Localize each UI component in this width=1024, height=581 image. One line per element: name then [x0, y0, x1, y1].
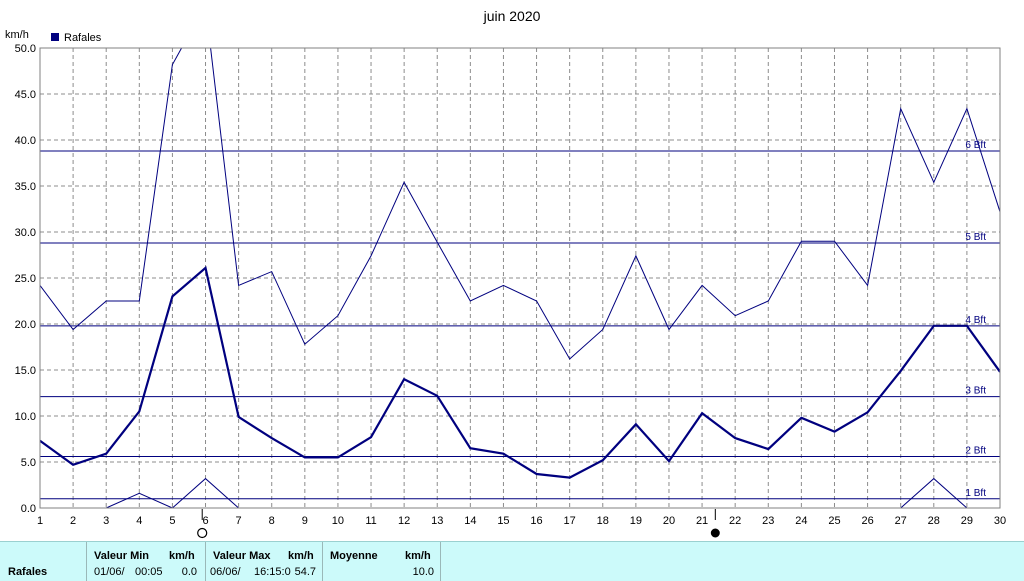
- x-tick-label: 9: [302, 515, 308, 527]
- y-tick-label: 15.0: [15, 365, 36, 377]
- stats-min-time: 00:05: [135, 566, 163, 578]
- y-tick-label: 40.0: [15, 135, 36, 147]
- y-tick-label: 10.0: [15, 411, 36, 423]
- x-tick-label: 14: [464, 515, 476, 527]
- y-axis-label: km/h: [5, 29, 29, 41]
- stats-min-cell: Valeur Min km/h 01/06/ 00:05 0.0: [87, 542, 206, 581]
- x-tick-label: 20: [663, 515, 675, 527]
- x-tick-label: 21: [696, 515, 708, 527]
- beaufort-label: 4 Bft: [965, 315, 986, 326]
- chart: 0.0 5.0 10.0 15.0 20.0 25.0 30.0 35.0 40.0 45.0 50…: [5, 8, 1006, 539]
- y-tick-label: 30.0: [15, 227, 36, 239]
- x-tick-label: 26: [861, 515, 873, 527]
- y-tick-label: 0.0: [21, 503, 36, 515]
- stats-max-cell: Valeur Max km/h 06/06/ 16:15:0 54.7: [206, 542, 323, 581]
- plot-border: [39, 47, 1001, 509]
- x-tick-label: 28: [928, 515, 940, 527]
- stats-min-unit: km/h: [169, 550, 195, 562]
- y-tick-label: 50.0: [15, 43, 36, 55]
- x-tick-label: 18: [597, 515, 609, 527]
- x-tick-label: 24: [795, 515, 807, 527]
- stats-max-time: 16:15:0: [254, 566, 291, 578]
- stats-row-label-cell: Rafales: [0, 542, 87, 581]
- stats-avg-unit: km/h: [405, 550, 431, 562]
- beaufort-label: 5 Bft: [965, 232, 986, 243]
- series-group: [40, 48, 1000, 508]
- beaufort-label: 1 Bft: [965, 488, 986, 499]
- x-tick-label: 27: [895, 515, 907, 527]
- legend-label: Rafales: [64, 32, 102, 44]
- series-line-thin: [40, 48, 1000, 360]
- full-moon-icon: [197, 527, 208, 539]
- x-tick-label: 17: [564, 515, 576, 527]
- x-tick-label: 8: [269, 515, 275, 527]
- x-tick-label: 22: [729, 515, 741, 527]
- x-tick-label: 6: [202, 515, 208, 527]
- x-tick-label: 30: [994, 515, 1006, 527]
- stats-min-date: 01/06/: [94, 566, 125, 578]
- stats-max-value: 54.7: [294, 566, 316, 578]
- x-tick-label: 4: [136, 515, 142, 527]
- x-tick-label: 12: [398, 515, 410, 527]
- new-moon-icon: [710, 528, 720, 538]
- stats-max-date: 06/06/: [210, 566, 241, 578]
- x-tick-label: 15: [497, 515, 509, 527]
- stats-max-unit: km/h: [288, 550, 314, 562]
- y-tick-label: 5.0: [21, 457, 36, 469]
- x-tick-label: 13: [431, 515, 443, 527]
- stats-row-label: Rafales: [8, 566, 48, 578]
- stats-avg-cell: Moyenne km/h 10.0: [323, 542, 441, 581]
- x-tick-label: 5: [169, 515, 175, 527]
- x-tick-label: 2: [70, 515, 76, 527]
- stats-avg-value: 10.0: [412, 566, 434, 578]
- x-tick-label: 29: [961, 515, 973, 527]
- beaufort-label: 3 Bft: [965, 386, 986, 397]
- beaufort-label: 6 Bft: [965, 140, 986, 151]
- x-tick-label: 25: [828, 515, 840, 527]
- y-tick-label: 45.0: [15, 89, 36, 101]
- chart-title: juin 2020: [483, 8, 541, 24]
- stats-min-header: Valeur Min: [94, 550, 150, 562]
- x-tick-label: 11: [365, 515, 376, 527]
- x-tick-label: 23: [762, 515, 774, 527]
- series-line-thin: [105, 477, 239, 508]
- legend-swatch: [51, 33, 59, 41]
- x-tick-label: 3: [103, 515, 109, 527]
- y-tick-label: 35.0: [15, 181, 36, 193]
- x-tick-label: 1: [37, 515, 43, 527]
- x-tick-label: 19: [630, 515, 642, 527]
- y-tick-label: 20.0: [15, 319, 36, 331]
- y-tick-label: 25.0: [15, 273, 36, 285]
- beaufort-label: 2 Bft: [965, 445, 986, 456]
- x-tick-label: 16: [530, 515, 542, 527]
- series-line-rafales: [40, 265, 1000, 479]
- series-line-thin: [900, 477, 968, 508]
- x-tick-label: 7: [236, 515, 242, 527]
- stats-panel: Rafales Valeur Min km/h 01/06/ 00:05 0.0…: [0, 541, 1024, 581]
- stats-max-header: Valeur Max: [213, 550, 271, 562]
- stats-avg-header: Moyenne: [330, 550, 378, 562]
- stats-min-value: 0.0: [181, 566, 197, 578]
- x-tick-label: 10: [332, 515, 344, 527]
